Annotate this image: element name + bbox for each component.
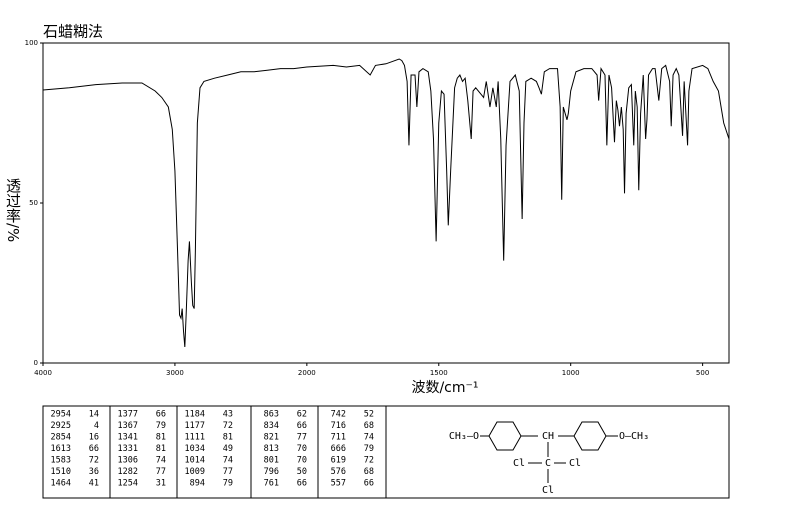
x-tick-label: 4000 bbox=[34, 369, 52, 377]
peak-transmittance: 66 bbox=[89, 444, 99, 454]
peak-wavenumber: 1341 bbox=[118, 433, 138, 443]
peak-wavenumber: 557 bbox=[331, 479, 346, 489]
y-tick-label: 50 bbox=[29, 199, 38, 207]
peak-transmittance: 66 bbox=[364, 479, 374, 489]
y-tick-label: 0 bbox=[34, 359, 38, 367]
peak-wavenumber: 1282 bbox=[118, 467, 138, 477]
peak-transmittance: 50 bbox=[297, 467, 307, 477]
plot-frame bbox=[42, 42, 730, 364]
peak-wavenumber: 761 bbox=[264, 479, 279, 489]
structure-bonds bbox=[480, 421, 618, 483]
peak-wavenumber: 711 bbox=[331, 433, 346, 443]
peak-transmittance: 68 bbox=[364, 467, 374, 477]
peak-wavenumber: 1367 bbox=[118, 421, 138, 431]
peak-wavenumber: 1254 bbox=[118, 479, 138, 489]
peak-transmittance: 72 bbox=[223, 421, 233, 431]
peak-wavenumber: 2925 bbox=[51, 421, 71, 431]
peak-transmittance: 81 bbox=[156, 444, 166, 454]
peak-transmittance: 66 bbox=[297, 421, 307, 431]
peak-transmittance: 43 bbox=[223, 410, 233, 420]
peak-transmittance: 52 bbox=[364, 410, 374, 420]
x-tick-label: 1500 bbox=[430, 369, 448, 377]
peak-wavenumber: 1014 bbox=[185, 456, 205, 466]
peak-transmittance: 79 bbox=[156, 421, 166, 431]
peak-transmittance: 49 bbox=[223, 444, 233, 454]
peak-wavenumber: 821 bbox=[264, 433, 279, 443]
peak-transmittance: 4 bbox=[94, 421, 99, 431]
peak-wavenumber: 1306 bbox=[118, 456, 138, 466]
peak-wavenumber: 666 bbox=[331, 444, 346, 454]
structure-label: CH bbox=[542, 431, 554, 442]
peak-wavenumber: 834 bbox=[264, 421, 279, 431]
peak-transmittance: 68 bbox=[364, 421, 374, 431]
structure-label: Cl bbox=[513, 458, 525, 469]
x-tick-label: 500 bbox=[696, 369, 709, 377]
peak-transmittance: 62 bbox=[297, 410, 307, 420]
peak-transmittance: 66 bbox=[156, 410, 166, 420]
peak-wavenumber: 2954 bbox=[51, 410, 71, 420]
peak-transmittance: 14 bbox=[89, 410, 99, 420]
peak-wavenumber: 1184 bbox=[185, 410, 205, 420]
peak-transmittance: 36 bbox=[89, 467, 99, 477]
peak-transmittance: 74 bbox=[156, 456, 166, 466]
peak-transmittance: 70 bbox=[297, 456, 307, 466]
x-tick-label: 2000 bbox=[298, 369, 316, 377]
y-axis-label: 透过率/% bbox=[4, 178, 22, 243]
peak-wavenumber: 796 bbox=[264, 467, 279, 477]
peak-wavenumber: 619 bbox=[331, 456, 346, 466]
peak-wavenumber: 2854 bbox=[51, 433, 71, 443]
structure-label: C bbox=[545, 458, 551, 469]
peak-transmittance: 79 bbox=[223, 479, 233, 489]
chart-title: 石蜡糊法 bbox=[43, 23, 103, 41]
peak-transmittance: 79 bbox=[364, 444, 374, 454]
spectrum-line bbox=[42, 58, 730, 348]
peak-wavenumber: 1510 bbox=[51, 467, 71, 477]
peak-transmittance: 81 bbox=[223, 433, 233, 443]
peak-transmittance: 31 bbox=[156, 479, 166, 489]
peak-transmittance: 41 bbox=[89, 479, 99, 489]
peak-wavenumber: 742 bbox=[331, 410, 346, 420]
y-tick-label: 100 bbox=[25, 39, 38, 47]
peak-transmittance: 81 bbox=[156, 433, 166, 443]
peak-transmittance: 70 bbox=[297, 444, 307, 454]
peak-wavenumber: 1009 bbox=[185, 467, 205, 477]
peak-wavenumber: 1583 bbox=[51, 456, 71, 466]
peak-transmittance: 77 bbox=[297, 433, 307, 443]
peak-transmittance: 77 bbox=[156, 467, 166, 477]
peak-transmittance: 74 bbox=[223, 456, 233, 466]
structure-label: Cl bbox=[542, 485, 554, 496]
table-dividers bbox=[109, 406, 387, 498]
structure-label: CH₃—O bbox=[449, 431, 479, 442]
peak-transmittance: 72 bbox=[89, 456, 99, 466]
x-tick-label: 3000 bbox=[166, 369, 184, 377]
peak-wavenumber: 863 bbox=[264, 410, 279, 420]
peak-wavenumber: 801 bbox=[264, 456, 279, 466]
x-axis-label: 波数/cm⁻¹ bbox=[411, 380, 478, 396]
peak-wavenumber: 1034 bbox=[185, 444, 205, 454]
peak-wavenumber: 1331 bbox=[118, 444, 138, 454]
peak-wavenumber: 813 bbox=[264, 444, 279, 454]
structure-label: O—CH₃ bbox=[619, 431, 649, 442]
peak-transmittance: 77 bbox=[223, 467, 233, 477]
x-tick-label: 1000 bbox=[562, 369, 580, 377]
peak-wavenumber: 894 bbox=[190, 479, 205, 489]
peak-wavenumber: 1464 bbox=[51, 479, 71, 489]
structure-label: Cl bbox=[569, 458, 581, 469]
peak-transmittance: 66 bbox=[297, 479, 307, 489]
peak-transmittance: 16 bbox=[89, 433, 99, 443]
peak-wavenumber: 1377 bbox=[118, 410, 138, 420]
peak-wavenumber: 1613 bbox=[51, 444, 71, 454]
peak-transmittance: 74 bbox=[364, 433, 374, 443]
peak-transmittance: 72 bbox=[364, 456, 374, 466]
peak-wavenumber: 576 bbox=[331, 467, 346, 477]
peak-wavenumber: 1177 bbox=[185, 421, 205, 431]
peak-wavenumber: 716 bbox=[331, 421, 346, 431]
peak-wavenumber: 1111 bbox=[185, 433, 205, 443]
